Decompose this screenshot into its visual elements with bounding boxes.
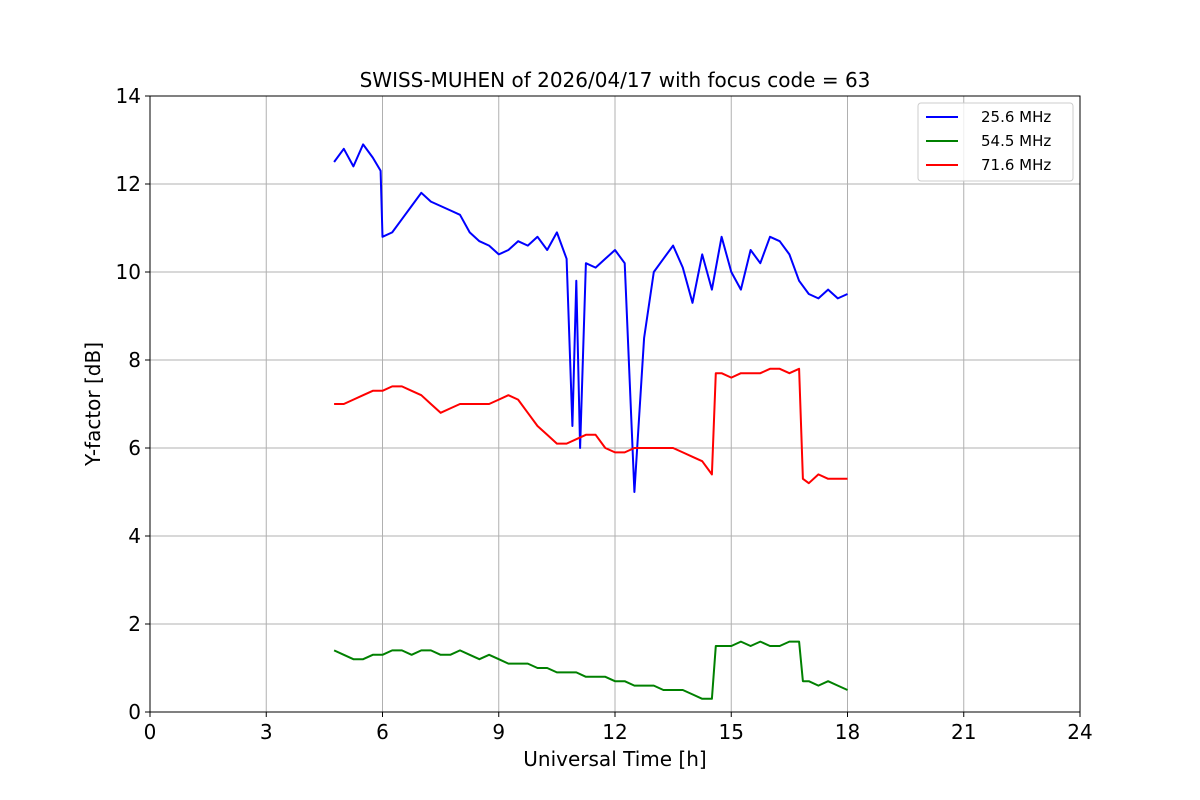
x-tick-label: 15 <box>719 720 744 744</box>
y-tick-label: 12 <box>116 172 141 196</box>
x-tick-label: 18 <box>835 720 860 744</box>
y-axis-label: Y-factor [dB] <box>81 342 105 467</box>
y-tick-label: 6 <box>128 436 141 460</box>
chart-title: SWISS-MUHEN of 2026/04/17 with focus cod… <box>360 68 871 92</box>
x-tick-label: 9 <box>492 720 505 744</box>
legend-box <box>917 102 1074 182</box>
y-tick-label: 14 <box>116 84 141 108</box>
legend-label: 54.5 MHz <box>981 132 1051 150</box>
legend-label: 25.6 MHz <box>981 108 1051 126</box>
x-tick-label: 12 <box>602 720 627 744</box>
x-axis-label: Universal Time [h] <box>523 747 706 771</box>
series-line-54-5-mhz <box>333 640 848 700</box>
x-tick-label: 21 <box>951 720 976 744</box>
series-line-71-6-mhz <box>334 367 848 485</box>
series-layer <box>333 143 848 700</box>
y-tick-label: 2 <box>128 612 141 636</box>
y-tick-label: 8 <box>128 348 141 372</box>
y-tick-label: 0 <box>128 700 141 724</box>
x-tick-label: 0 <box>144 720 157 744</box>
legend: 25.6 MHz 54.5 MHz 71.6 MHz <box>917 102 1074 182</box>
y-tick-label: 4 <box>128 524 141 548</box>
y-tick-label: 10 <box>116 260 141 284</box>
x-tick-label: 6 <box>376 720 389 744</box>
legend-label: 71.6 MHz <box>981 156 1051 174</box>
x-tick-label: 24 <box>1067 720 1092 744</box>
series-line-25-6-mhz <box>333 143 848 493</box>
x-tick-label: 3 <box>260 720 273 744</box>
